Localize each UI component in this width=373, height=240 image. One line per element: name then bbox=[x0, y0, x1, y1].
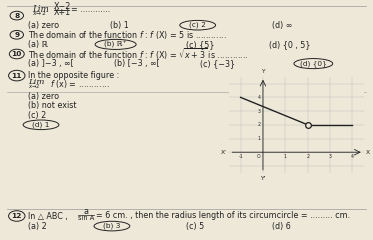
Text: 3: 3 bbox=[329, 154, 332, 159]
Text: X−2: X−2 bbox=[54, 2, 72, 11]
Text: X: X bbox=[366, 150, 370, 155]
Text: $x\!\to\!2$: $x\!\to\!2$ bbox=[28, 82, 41, 90]
Text: $x\!\to\!2$: $x\!\to\!2$ bbox=[32, 9, 46, 17]
Text: The domain of the function $f$ : $f$ (X) = 5 is ............: The domain of the function $f$ : $f$ (X)… bbox=[28, 29, 227, 41]
Text: (c) 5: (c) 5 bbox=[186, 222, 205, 231]
Text: 2: 2 bbox=[258, 122, 261, 127]
Text: (c) {−3}: (c) {−3} bbox=[200, 59, 235, 68]
Text: (d) ∞: (d) ∞ bbox=[272, 21, 293, 30]
Text: $f$ (x) = ............: $f$ (x) = ............ bbox=[50, 78, 110, 90]
Text: Lim: Lim bbox=[32, 5, 48, 14]
Text: (b) not exist: (b) not exist bbox=[28, 101, 76, 110]
Text: 11: 11 bbox=[12, 72, 22, 79]
Text: Y': Y' bbox=[260, 175, 266, 180]
Text: 9: 9 bbox=[14, 32, 19, 38]
Text: Lim: Lim bbox=[28, 78, 44, 86]
Text: (a) 2: (a) 2 bbox=[28, 222, 47, 231]
Text: (d) {0 , 5}: (d) {0 , 5} bbox=[269, 40, 310, 49]
Text: 3: 3 bbox=[258, 108, 261, 114]
Text: (b) ℝ⁺: (b) ℝ⁺ bbox=[104, 41, 127, 48]
Text: (c) 2: (c) 2 bbox=[28, 111, 46, 120]
Text: (a) ]−3 , ∞[: (a) ]−3 , ∞[ bbox=[28, 59, 74, 68]
Text: (c) 2: (c) 2 bbox=[189, 22, 206, 29]
Text: (d) 6: (d) 6 bbox=[272, 222, 291, 231]
Text: = ............: = ............ bbox=[71, 5, 110, 14]
Text: (a) ℝ: (a) ℝ bbox=[28, 40, 48, 49]
Text: (a) zero: (a) zero bbox=[28, 91, 59, 101]
Text: X': X' bbox=[221, 150, 227, 155]
Text: 1: 1 bbox=[258, 136, 261, 141]
Text: -1: -1 bbox=[238, 154, 243, 159]
Text: 2: 2 bbox=[306, 154, 309, 159]
Text: = 6 cm. , then the radius length of its circumcircle = ......... cm.: = 6 cm. , then the radius length of its … bbox=[96, 210, 350, 220]
Text: (b) 1: (b) 1 bbox=[110, 21, 129, 30]
Text: 10: 10 bbox=[12, 51, 22, 57]
Text: (d) {0}: (d) {0} bbox=[300, 60, 327, 67]
Text: O: O bbox=[257, 154, 261, 159]
Text: sin A: sin A bbox=[78, 216, 94, 221]
Text: In the opposite figure :: In the opposite figure : bbox=[28, 71, 119, 80]
Text: Y: Y bbox=[261, 69, 265, 74]
Text: (c) {5}: (c) {5} bbox=[186, 40, 215, 49]
Text: (b) [−3 , ∞[: (b) [−3 , ∞[ bbox=[114, 59, 160, 68]
Text: 8: 8 bbox=[14, 12, 19, 19]
Text: X+1: X+1 bbox=[54, 8, 71, 17]
Text: In △ ABC ,: In △ ABC , bbox=[28, 211, 70, 221]
Text: 4: 4 bbox=[351, 154, 354, 159]
Text: 12: 12 bbox=[12, 213, 22, 219]
Text: 1: 1 bbox=[284, 154, 287, 159]
Text: (d) 1: (d) 1 bbox=[32, 121, 50, 128]
Text: (b) 3: (b) 3 bbox=[103, 223, 120, 229]
Text: (a) zero: (a) zero bbox=[28, 21, 59, 30]
Text: The domain of the function $f$ : $f$ (X) = $\sqrt{x+3}$ is ............: The domain of the function $f$ : $f$ (X)… bbox=[28, 46, 248, 62]
Text: 4: 4 bbox=[258, 95, 261, 100]
Text: a: a bbox=[83, 207, 88, 216]
